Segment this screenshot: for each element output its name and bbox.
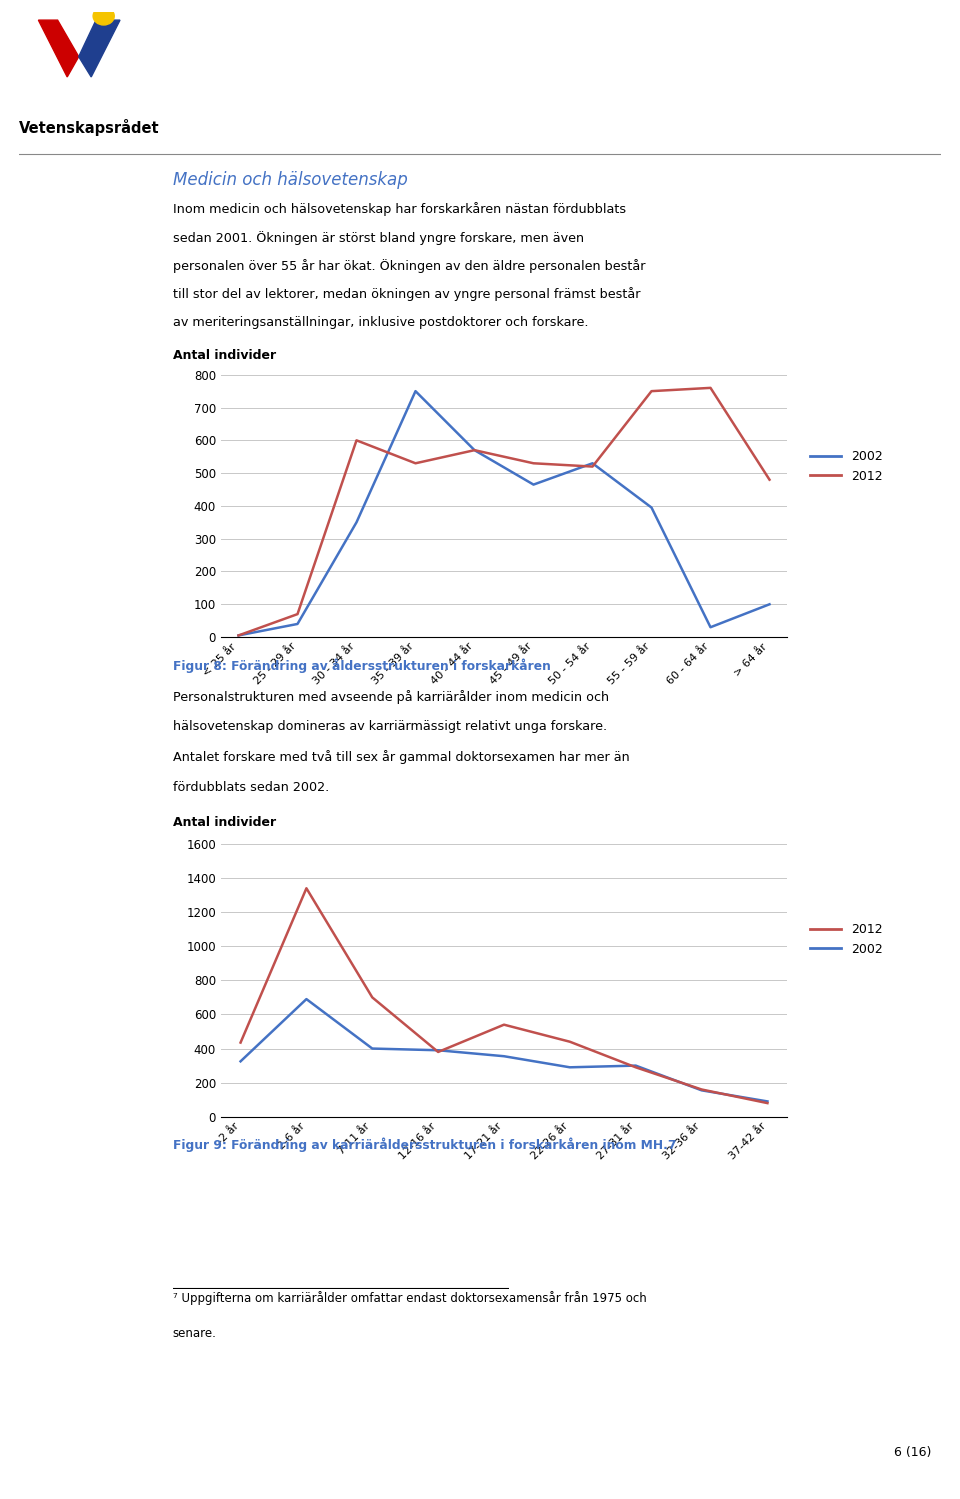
Text: Antal individer: Antal individer [173,817,276,829]
Text: till stor del av lektorer, medan ökningen av yngre personal främst består: till stor del av lektorer, medan ökninge… [173,288,640,301]
Text: Medicin och hälsovetenskap: Medicin och hälsovetenskap [173,171,408,189]
Text: Personalstrukturen med avseende på karriärålder inom medicin och: Personalstrukturen med avseende på karri… [173,690,609,703]
Text: hälsovetenskap domineras av karriärmässigt relativt unga forskare.: hälsovetenskap domineras av karriärmässi… [173,720,607,733]
Text: Antalet forskare med två till sex år gammal doktorsexamen har mer än: Antalet forskare med två till sex år gam… [173,751,630,764]
Text: Antal individer: Antal individer [173,349,276,361]
Polygon shape [38,19,79,76]
Text: Vetenskapsrådet: Vetenskapsrådet [19,118,159,136]
Text: personalen över 55 år har ökat. Ökningen av den äldre personalen består: personalen över 55 år har ökat. Ökningen… [173,259,645,273]
Text: Figur 9: Förändring av karriäråldersstrukturen i forskarkåren inom MH.7: Figur 9: Förändring av karriäråldersstru… [173,1138,676,1153]
Text: Inom medicin och hälsovetenskap har forskarkåren nästan fördubblats: Inom medicin och hälsovetenskap har fors… [173,202,626,216]
Text: ⁷ Uppgifterna om karriärålder omfattar endast doktorsexamensår från 1975 och: ⁷ Uppgifterna om karriärålder omfattar e… [173,1291,646,1304]
Circle shape [93,7,114,25]
Text: av meriteringsanställningar, inklusive postdoktorer och forskare.: av meriteringsanställningar, inklusive p… [173,316,588,328]
Text: Figur 8: Förändring av åldersstrukturen i forskarkåren: Figur 8: Förändring av åldersstrukturen … [173,658,551,673]
Text: fördubblats sedan 2002.: fördubblats sedan 2002. [173,781,329,794]
Text: sedan 2001. Ökningen är störst bland yngre forskare, men även: sedan 2001. Ökningen är störst bland yng… [173,231,584,244]
Legend: 2012, 2002: 2012, 2002 [804,919,888,961]
Legend: 2002, 2012: 2002, 2012 [804,445,888,487]
Text: 6 (16): 6 (16) [894,1447,931,1459]
Polygon shape [79,19,120,76]
Text: senare.: senare. [173,1327,217,1340]
